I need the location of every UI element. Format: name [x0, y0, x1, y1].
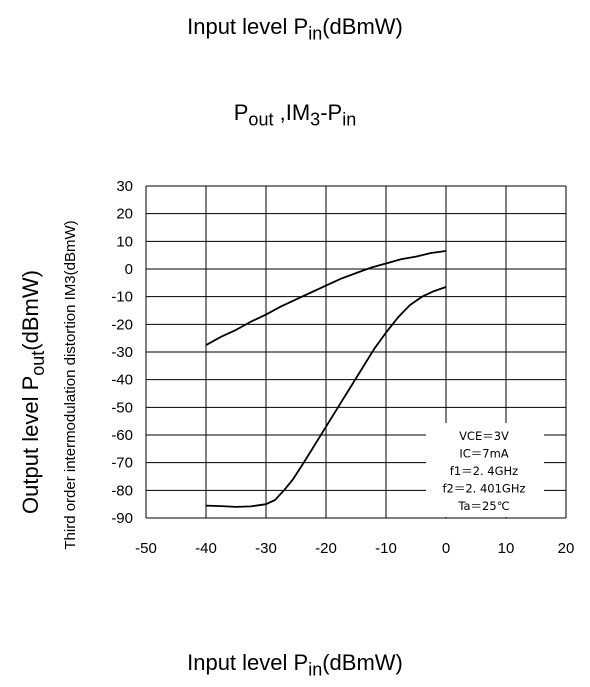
x-tick-label: -50 [135, 540, 157, 557]
y-tick-label: -40 [111, 372, 133, 389]
series-line-2 [205, 286, 447, 508]
x-tick-label: 0 [442, 540, 450, 557]
chart-title-sep: ,IM [273, 100, 311, 125]
y-tick-label: -30 [111, 344, 133, 361]
y-tick-labels: 30 20 10 0 -10 -20 -30 -40 -50 -60 -70 -80 -90 [111, 178, 133, 527]
annotation-line: IC＝7mA [459, 447, 508, 461]
top-axis-label: Input level Pin(dBmW) [0, 14, 590, 44]
x-tick-label: -40 [195, 540, 217, 557]
y-axis-label-outer: Output level Pout(dBmW) [18, 270, 48, 514]
y-tick-label: 20 [116, 206, 133, 223]
top-label-unit: (dBmW) [322, 14, 403, 39]
y-tick-label: 30 [116, 178, 133, 195]
x-tick-labels: -50 -40 -30 -20 -10 0 10 20 [135, 540, 574, 557]
y-tick-label: -60 [111, 427, 133, 444]
chart-title-out: out [248, 109, 274, 130]
top-label-sub: in [308, 23, 323, 44]
annotation-line: VCE＝3V [459, 429, 509, 443]
bottom-axis-label: Input level Pin(dBmW) [0, 650, 590, 680]
chart-title-dash: -P [320, 100, 343, 125]
top-label-main: Input level P [187, 14, 309, 39]
chart-title-p: P [233, 100, 249, 125]
x-tick-label: -30 [255, 540, 277, 557]
annotation-line: Ta＝25℃ [457, 499, 509, 513]
annotation-line: f1＝2. 4GHz [450, 464, 518, 478]
annotation-line: f2＝2. 401GHz [442, 482, 525, 496]
chart-title-in: in [342, 109, 357, 130]
x-tick-label: 20 [558, 540, 575, 557]
series-group [205, 250, 447, 508]
y-tick-label: -50 [111, 399, 133, 416]
bottom-label-sub: in [308, 659, 323, 680]
y-tick-label: -90 [111, 510, 133, 527]
y-tick-label: -10 [111, 289, 133, 306]
x-tick-label: -20 [315, 540, 337, 557]
y-tick-label: -20 [111, 316, 133, 333]
y-tick-label: -70 [111, 455, 133, 472]
y-tick-label: -80 [111, 482, 133, 499]
annotation-background [426, 423, 544, 517]
x-tick-label: -10 [375, 540, 397, 557]
chart-title: Pout ,IM3-Pin [0, 100, 590, 130]
x-tick-label: 10 [498, 540, 515, 557]
y-tick-label: 0 [125, 261, 133, 278]
annotation-box: VCE＝3V IC＝7mA f1＝2. 4GHz f2＝2. 401GHz Ta＝25℃ [426, 423, 544, 517]
chart-title-three: 3 [310, 109, 321, 130]
y-axis-label-inner: Third order intermodulation distortion I… [62, 220, 79, 549]
series-line-1 [205, 250, 447, 346]
bottom-label-main: Input level P [187, 650, 309, 675]
y-tick-label: 10 [116, 233, 133, 250]
bottom-label-unit: (dBmW) [322, 650, 403, 675]
